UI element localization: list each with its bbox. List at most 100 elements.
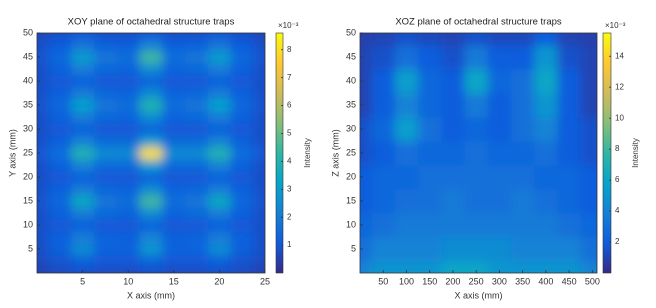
heatmap-cell bbox=[418, 141, 442, 166]
heatmap bbox=[37, 33, 265, 273]
heatmap-cell bbox=[253, 243, 265, 256]
heatmap-cell bbox=[208, 39, 232, 52]
heatmap-cell bbox=[534, 141, 558, 166]
heatmap-cell bbox=[139, 267, 163, 273]
heatmap-cell bbox=[253, 183, 265, 196]
heatmap-cell bbox=[464, 189, 489, 214]
heatmap-cell bbox=[557, 189, 582, 214]
heatmap-cell bbox=[360, 165, 373, 190]
heatmap-cell bbox=[71, 39, 95, 52]
heatmap-cell bbox=[487, 213, 512, 238]
heatmap-cell bbox=[253, 231, 265, 244]
heatmap-cell bbox=[418, 117, 442, 142]
y-tick-label: 40 bbox=[346, 75, 356, 85]
heatmap-cell bbox=[534, 117, 558, 142]
heatmap-cell bbox=[464, 165, 489, 190]
heatmap-cell bbox=[37, 111, 49, 124]
heatmap-cell bbox=[557, 213, 582, 238]
heatmap-cell bbox=[253, 195, 265, 208]
heatmap-cell bbox=[230, 255, 255, 268]
y-tick-label: 10 bbox=[23, 219, 33, 229]
heatmap-cells bbox=[37, 33, 265, 273]
heatmap-cell bbox=[37, 63, 49, 76]
heatmap-cell bbox=[441, 45, 466, 70]
heatmap-cell bbox=[162, 63, 186, 76]
heatmap-cell bbox=[139, 183, 163, 196]
heatmap-cell bbox=[48, 63, 72, 76]
heatmap-cell bbox=[185, 75, 209, 88]
heatmap-cell bbox=[185, 123, 209, 136]
heatmap-cell bbox=[253, 267, 265, 273]
colorbar-tick-label: 12 bbox=[615, 82, 624, 91]
heatmap-cell bbox=[253, 87, 265, 100]
y-tick-label: 45 bbox=[346, 51, 356, 61]
heatmap-cell bbox=[48, 147, 72, 160]
heatmap-cell bbox=[394, 69, 419, 94]
heatmap-cell bbox=[418, 261, 442, 273]
heatmap-cell bbox=[371, 261, 396, 273]
heatmap-cell bbox=[208, 51, 232, 64]
heatmap-cell bbox=[580, 189, 597, 214]
y-tick-label: 10 bbox=[346, 219, 356, 229]
heatmap-cell bbox=[418, 189, 442, 214]
y-tick-label: 20 bbox=[23, 171, 33, 181]
heatmap-cell bbox=[371, 33, 396, 46]
heatmap-cell bbox=[418, 69, 442, 94]
heatmap-cell bbox=[139, 33, 163, 40]
heatmap-cell bbox=[580, 117, 597, 142]
heatmap-cell bbox=[487, 69, 512, 94]
heatmap-cell bbox=[230, 111, 255, 124]
heatmap-cell bbox=[511, 69, 535, 94]
heatmap-cell bbox=[94, 183, 118, 196]
y-tick-label: 50 bbox=[346, 27, 356, 37]
heatmap-cell bbox=[94, 231, 118, 244]
heatmap-cell bbox=[71, 183, 95, 196]
heatmap-cell bbox=[94, 255, 118, 268]
y-tick-label: 15 bbox=[23, 195, 33, 205]
colorbar-tick-label: 10 bbox=[615, 113, 624, 122]
heatmap-cell bbox=[534, 237, 558, 262]
heatmap-cell bbox=[37, 231, 49, 244]
heatmap-cell bbox=[48, 231, 72, 244]
heatmap-cell bbox=[487, 237, 512, 262]
colorbar bbox=[275, 32, 284, 274]
x-tick-label: 250 bbox=[469, 276, 484, 286]
heatmap-cell bbox=[94, 207, 118, 220]
heatmap-cell bbox=[208, 159, 232, 172]
heatmap-cell bbox=[162, 123, 186, 136]
heatmap-cell bbox=[37, 171, 49, 184]
heatmap-cell bbox=[360, 261, 373, 273]
heatmap-cell bbox=[185, 147, 209, 160]
heatmap-cell bbox=[580, 261, 597, 273]
heatmap-cell bbox=[48, 135, 72, 148]
heatmap-cell bbox=[230, 99, 255, 112]
heatmap-cell bbox=[230, 75, 255, 88]
heatmap-cell bbox=[71, 51, 95, 64]
colorbar-tick-label: 1 bbox=[287, 240, 292, 249]
chart-title: XOZ plane of octahedral structure traps bbox=[395, 17, 562, 28]
heatmap-cell bbox=[48, 51, 72, 64]
x-tick-label: 200 bbox=[445, 276, 460, 286]
heatmap bbox=[360, 33, 597, 273]
heatmap-cell bbox=[534, 69, 558, 94]
heatmap-cell bbox=[48, 171, 72, 184]
x-tick-label: 450 bbox=[562, 276, 577, 286]
heatmap-cell bbox=[208, 171, 232, 184]
heatmap-cell bbox=[360, 93, 373, 118]
heatmap-cell bbox=[139, 207, 163, 220]
heatmap-cell bbox=[253, 99, 265, 112]
heatmap-cell bbox=[360, 141, 373, 166]
heatmap-cell bbox=[360, 69, 373, 94]
heatmap-cell bbox=[511, 261, 535, 273]
heatmap-cell bbox=[162, 231, 186, 244]
heatmap-cell bbox=[116, 63, 141, 76]
heatmap-cell bbox=[580, 69, 597, 94]
heatmap-cell bbox=[511, 237, 535, 262]
heatmap-cell bbox=[253, 147, 265, 160]
heatmap-cell bbox=[48, 75, 72, 88]
heatmap-cell bbox=[557, 45, 582, 70]
heatmap-cell bbox=[94, 243, 118, 256]
heatmap-cell bbox=[185, 135, 209, 148]
heatmap-cell bbox=[253, 39, 265, 52]
heatmap-cell bbox=[94, 267, 118, 273]
